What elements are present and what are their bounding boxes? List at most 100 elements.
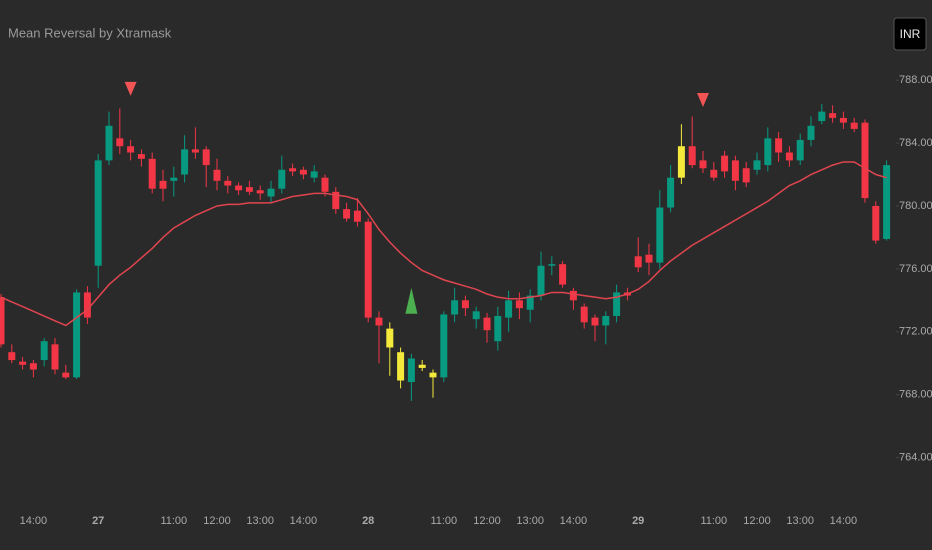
candle-body bbox=[267, 188, 275, 197]
candle-body bbox=[839, 117, 847, 123]
candle-body bbox=[796, 139, 804, 161]
candle-body bbox=[278, 169, 286, 189]
x-tick-label: 28 bbox=[362, 515, 374, 527]
candle-body bbox=[526, 295, 534, 310]
candle-body bbox=[127, 146, 135, 153]
x-tick-label: 13:00 bbox=[516, 515, 544, 527]
x-tick-label: 14:00 bbox=[830, 515, 858, 527]
candle-body bbox=[256, 190, 264, 194]
candle-body bbox=[645, 254, 653, 263]
candle-body bbox=[634, 256, 642, 268]
y-tick-label: 784.00 bbox=[899, 137, 932, 149]
candle-body bbox=[170, 177, 178, 181]
candle-body bbox=[8, 352, 16, 361]
candle-body bbox=[559, 264, 567, 285]
chart-title: Mean Reversal by Xtramask bbox=[8, 25, 172, 40]
candle-body bbox=[364, 221, 372, 318]
candle-body bbox=[0, 297, 5, 345]
candle-body bbox=[721, 155, 729, 172]
candle-body bbox=[224, 180, 232, 186]
candle-body bbox=[710, 169, 718, 178]
candle-body bbox=[688, 146, 696, 166]
candle-body bbox=[418, 364, 426, 368]
candle-body bbox=[407, 358, 415, 383]
x-tick-label: 29 bbox=[632, 515, 644, 527]
candle-body bbox=[602, 316, 610, 326]
candle-body bbox=[667, 177, 675, 208]
x-tick-label: 12:00 bbox=[743, 515, 771, 527]
candle-body bbox=[213, 169, 221, 181]
candle-body bbox=[202, 149, 210, 166]
y-tick-label: 788.00 bbox=[899, 74, 932, 86]
x-tick-label: 13:00 bbox=[786, 515, 814, 527]
candle-body bbox=[191, 149, 199, 153]
y-tick-label: 768.00 bbox=[899, 389, 932, 401]
y-tick-label: 764.00 bbox=[899, 451, 932, 463]
candle-body bbox=[353, 210, 361, 222]
candle-body bbox=[753, 160, 761, 170]
x-tick-label: 14:00 bbox=[560, 515, 588, 527]
x-tick-label: 14:00 bbox=[290, 515, 318, 527]
candle-body bbox=[451, 300, 459, 315]
currency-badge[interactable] bbox=[893, 17, 927, 51]
candle-body bbox=[159, 180, 167, 189]
candle-body bbox=[764, 138, 772, 166]
candle-body bbox=[181, 149, 189, 175]
candle-body bbox=[332, 191, 340, 210]
candle-body bbox=[51, 344, 59, 370]
candle-body bbox=[850, 122, 858, 129]
candle-body bbox=[429, 372, 437, 378]
candle-body bbox=[731, 160, 739, 181]
candle-body bbox=[310, 171, 318, 178]
moving-average bbox=[0, 161, 887, 327]
candle-body bbox=[861, 122, 869, 199]
candle-body bbox=[883, 165, 891, 239]
candle-body bbox=[105, 125, 113, 161]
candle-body bbox=[83, 292, 91, 318]
candle-body bbox=[872, 205, 880, 241]
candle-body bbox=[483, 317, 491, 331]
candle-body bbox=[137, 154, 145, 159]
candle-body bbox=[375, 317, 383, 326]
x-tick-label: 11:00 bbox=[160, 515, 187, 527]
y-tick-label: 776.00 bbox=[899, 263, 932, 275]
y-tick-label: 780.00 bbox=[899, 200, 932, 212]
candle-body bbox=[548, 264, 556, 266]
currency-label[interactable]: INR bbox=[900, 27, 921, 41]
candle-body bbox=[775, 138, 783, 153]
candle-body bbox=[569, 290, 577, 301]
candle-body bbox=[505, 300, 513, 318]
buy-signal bbox=[405, 287, 418, 314]
candle-body bbox=[62, 372, 70, 378]
candle-body bbox=[299, 169, 307, 175]
sell-signal bbox=[124, 81, 137, 96]
candle-body bbox=[699, 160, 707, 169]
candle-body bbox=[472, 311, 480, 320]
candle-body bbox=[613, 292, 621, 317]
x-tick-label: 11:00 bbox=[700, 515, 727, 527]
candle-body bbox=[29, 363, 37, 370]
x-tick-label: 13:00 bbox=[246, 515, 274, 527]
candle-body bbox=[677, 146, 685, 178]
x-tick-label: 12:00 bbox=[473, 515, 501, 527]
candle-body bbox=[818, 111, 826, 122]
candle-body bbox=[807, 125, 815, 140]
candle-body bbox=[289, 168, 297, 172]
candle-body bbox=[591, 317, 599, 326]
candle-body bbox=[461, 300, 469, 309]
candle-body bbox=[440, 314, 448, 378]
candle-body bbox=[656, 207, 664, 263]
sell-signal bbox=[697, 92, 709, 107]
candle-body bbox=[245, 187, 253, 192]
x-tick-label: 12:00 bbox=[203, 515, 231, 527]
candle-body bbox=[397, 352, 405, 381]
x-tick-label: 11:00 bbox=[430, 515, 457, 527]
candle-body bbox=[580, 306, 588, 323]
candle-body bbox=[40, 341, 48, 361]
candle-body bbox=[235, 185, 243, 191]
candle-body bbox=[537, 265, 545, 296]
candle-body bbox=[116, 138, 124, 147]
x-tick-label: 14:00 bbox=[20, 515, 48, 527]
